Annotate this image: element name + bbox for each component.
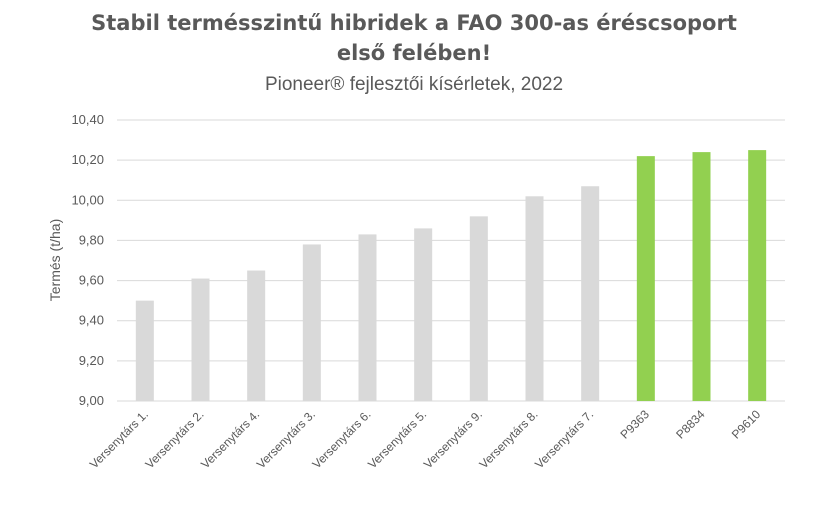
y-tick-labels: 9,00 9,20 9,40 9,60 9,80 10,00 10,20 10,40: [71, 112, 104, 408]
y-axis-label: Termés (t/ha): [47, 219, 63, 301]
chart-title-line-1: Stabil termésszintű hibridek a FAO 300-a…: [91, 11, 737, 35]
y-tick-label: 10,40: [71, 112, 104, 127]
x-tick-label: Versenytárs 9.: [421, 407, 485, 471]
bars: [135, 150, 767, 401]
y-tick-label: 10,00: [71, 192, 104, 207]
x-tick-label: Versenytárs 1.: [87, 407, 151, 471]
bar-p9610: [748, 150, 767, 401]
x-tick-label: Versenytárs 6.: [309, 407, 373, 471]
y-tick-label: 9,00: [79, 393, 104, 408]
gridlines: [117, 119, 785, 402]
bar-p8834: [692, 152, 711, 401]
bar-versenyt-rs-5: [414, 228, 433, 401]
x-tick-label: Versenytárs 7.: [532, 407, 596, 471]
x-tick-label: P9610: [729, 407, 764, 442]
y-tick-label: 9,60: [79, 273, 104, 288]
x-tick-label: Versenytárs 5.: [365, 407, 429, 471]
bar-p9363: [636, 156, 655, 401]
x-tick-labels: Versenytárs 1.Versenytárs 2.Versenytárs …: [87, 407, 764, 471]
bar-versenyt-rs-9: [469, 216, 488, 401]
x-tick-label: Versenytárs 2.: [142, 407, 206, 471]
x-tick-label: P9363: [618, 407, 653, 442]
bar-versenyt-rs-1: [135, 300, 154, 401]
bar-versenyt-rs-2: [191, 278, 210, 401]
y-tick-label: 9,80: [79, 232, 104, 247]
bar-versenyt-rs-8: [525, 196, 544, 401]
x-tick-label: Versenytárs 3.: [254, 407, 318, 471]
x-tick-label: Versenytárs 8.: [476, 407, 540, 471]
x-tick-label: P8834: [673, 407, 708, 442]
bar-versenyt-rs-6: [358, 234, 377, 401]
bar-versenyt-rs-4: [247, 270, 266, 401]
chart-subtitle: Pioneer® fejlesztői kísérletek, 2022: [264, 74, 564, 95]
y-tick-label: 9,40: [79, 313, 104, 328]
bar-versenyt-rs-3: [302, 244, 321, 401]
y-tick-label: 10,20: [71, 152, 104, 167]
bar-versenyt-rs-7: [581, 186, 600, 401]
chart-title-line-2: első felében!: [336, 41, 492, 65]
y-tick-label: 9,20: [79, 353, 104, 368]
x-tick-label: Versenytárs 4.: [198, 407, 262, 471]
